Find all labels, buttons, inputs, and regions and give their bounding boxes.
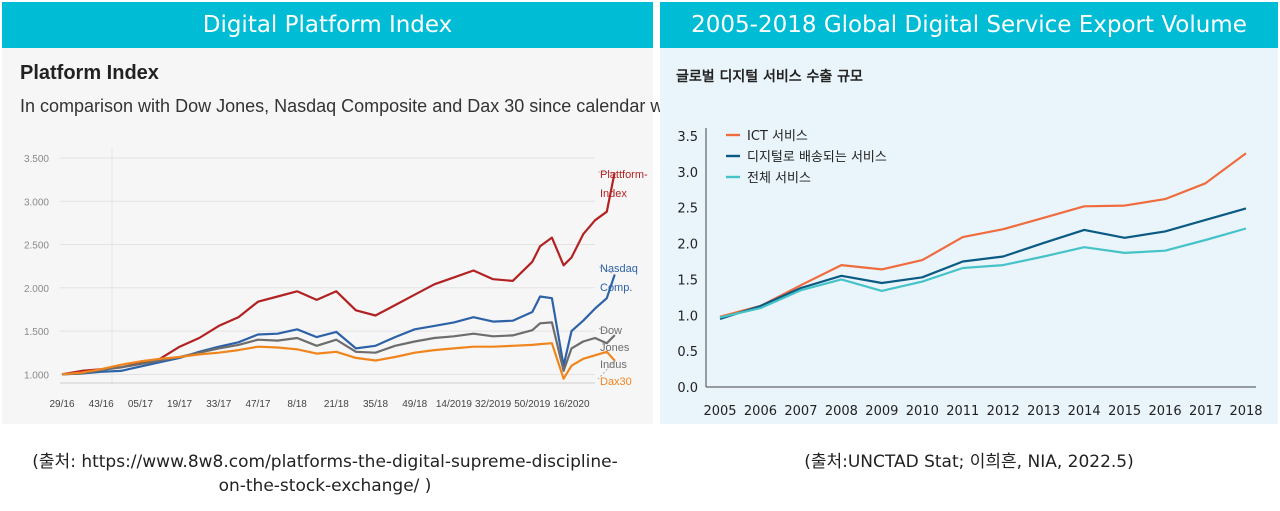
x-tick-label: 2009	[865, 404, 898, 419]
y-tick-label: 3.500	[24, 154, 49, 165]
x-tick-label: 8/18	[287, 399, 307, 410]
x-tick-label: 43/16	[89, 399, 114, 410]
x-tick-label: 32/2019	[475, 399, 512, 410]
x-tick-label: 2018	[1229, 404, 1262, 419]
legend-label: 전체 서비스	[747, 171, 811, 186]
x-tick-label: 2017	[1189, 404, 1222, 419]
y-tick-label: 2.0	[677, 238, 698, 253]
series-line	[61, 342, 616, 380]
right-panel-header: 2005-2018 Global Digital Service Export …	[660, 2, 1278, 48]
source-line: (출처: https://www.8w8.com/platforms-the-d…	[32, 452, 618, 472]
export-volume-chart: 0.0 0.5 1.0 1.5 2.0 2.5 3.0 3.5 2005 2006 2007 2008…	[677, 128, 1263, 419]
legend-label: 디지털로 배송되는 서비스	[747, 150, 887, 165]
left-panel-header: Digital Platform Index	[2, 2, 653, 48]
y-tick-label: 2.5	[677, 202, 698, 217]
y-tick-label: 0.5	[677, 345, 698, 360]
series-label: Plattform-	[600, 169, 648, 181]
x-tick-label: 2006	[744, 404, 777, 419]
series-leader-line	[597, 171, 616, 174]
source-line: (출처:UNCTAD Stat; 이희흔, NIA, 2022.5)	[804, 452, 1134, 472]
y-tick-label: 3.0	[677, 166, 698, 181]
x-tick-label: 29/16	[49, 399, 74, 410]
x-tick-label: 16/2020	[553, 399, 590, 410]
series-line	[719, 152, 1247, 318]
x-tick-label: 2016	[1149, 404, 1182, 419]
y-tick-label: 0.0	[677, 381, 698, 396]
right-source-citation: (출처:UNCTAD Stat; 이희흔, NIA, 2022.5)	[660, 450, 1278, 474]
y-tick-label: 2.500	[24, 241, 49, 252]
x-tick-label: 49/18	[402, 399, 427, 410]
left-source-citation: (출처: https://www.8w8.com/platforms-the-d…	[15, 450, 635, 498]
chart-subtitle: In comparison with Dow Jones, Nasdaq Com…	[20, 96, 743, 116]
series-label: Dow	[600, 325, 622, 337]
y-tick-label: 1.500	[24, 327, 49, 338]
y-tick-label: 1.000	[24, 370, 49, 381]
x-tick-label: 33/17	[206, 399, 231, 410]
y-tick-label: 3.5	[677, 130, 698, 145]
series-label: Dax30	[600, 376, 632, 388]
series-leader-line	[597, 360, 616, 380]
legend-label: ICT 서비스	[747, 129, 808, 144]
chart-title: 글로벌 디지털 서비스 수출 규모	[676, 69, 863, 85]
right-panel-title: 2005-2018 Global Digital Service Export …	[691, 12, 1247, 38]
series-label: Index	[600, 188, 627, 200]
x-tick-label: 2011	[946, 404, 979, 419]
series-leader-line	[597, 265, 616, 276]
series-leader-line	[597, 327, 616, 336]
x-tick-label: 2014	[1068, 404, 1101, 419]
series-line	[61, 274, 616, 376]
x-tick-label: 50/2019	[514, 399, 551, 410]
x-tick-label: 2008	[825, 404, 858, 419]
source-line: on-the-stock-exchange/ )	[218, 476, 432, 496]
y-tick-label: 3.000	[24, 197, 49, 208]
series-line	[719, 227, 1247, 319]
series-label: Indus	[600, 359, 627, 371]
series-line	[61, 172, 616, 376]
export-volume-chart-panel: 글로벌 디지털 서비스 수출 규모 0.0 0.5 1.0 1.5 2.0 2.5 3.0 3…	[660, 48, 1278, 424]
x-tick-label: 35/18	[363, 399, 388, 410]
y-tick-label: 2.000	[24, 284, 49, 295]
platform-index-chart: 1.000 1.500 2.000 2.500 3.000 3.500 29/16 43/16…	[24, 148, 648, 410]
x-tick-label: 2005	[703, 404, 736, 419]
x-tick-label: 2012	[987, 404, 1020, 419]
x-tick-label: 14/2019	[436, 399, 473, 410]
series-label: Nasdaq	[600, 263, 638, 275]
platform-index-chart-panel: Platform Index In comparison with Dow Jo…	[2, 48, 742, 424]
left-panel-title: Digital Platform Index	[202, 12, 453, 38]
series-label: Comp.	[600, 282, 632, 294]
x-tick-label: 2013	[1027, 404, 1060, 419]
x-tick-label: 2015	[1108, 404, 1141, 419]
series-line	[61, 321, 616, 376]
x-tick-label: 2010	[906, 404, 939, 419]
y-tick-label: 1.0	[677, 309, 698, 324]
chart-title: Platform Index	[20, 62, 159, 84]
series-line	[719, 207, 1247, 320]
x-tick-label: 21/18	[324, 399, 349, 410]
x-tick-label: 19/17	[167, 399, 192, 410]
x-tick-label: 05/17	[128, 399, 153, 410]
y-tick-label: 1.5	[677, 273, 698, 288]
x-tick-label: 2007	[784, 404, 817, 419]
x-tick-label: 47/17	[245, 399, 270, 410]
